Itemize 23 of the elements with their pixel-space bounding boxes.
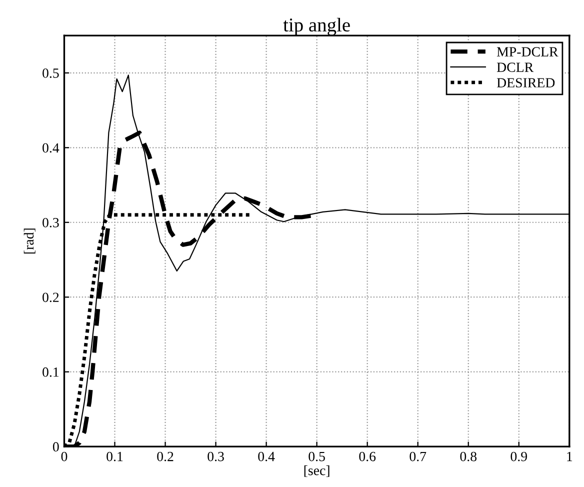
y-tick-label: 0 xyxy=(52,442,59,452)
x-tick-label: 0.9 xyxy=(510,452,527,462)
x-tick-label: 1 xyxy=(567,452,572,462)
x-tick-label: 0.8 xyxy=(460,452,477,462)
x-tick-label: 0.5 xyxy=(308,452,325,462)
x-tick-label: 0.1 xyxy=(106,452,123,462)
x-tick-label: 0.2 xyxy=(157,452,174,462)
x-tick-label: 0.3 xyxy=(208,452,224,462)
x-tick-label: 0 xyxy=(61,452,68,462)
y-tick-label: 0.4 xyxy=(42,143,60,153)
x-tick-label: 0.6 xyxy=(359,452,376,462)
legend-label: MP-DCLR xyxy=(496,47,558,57)
legend-label: DESIRED xyxy=(496,78,555,88)
chart-title: tip angle xyxy=(283,18,350,36)
x-axis-title: [sec] xyxy=(304,465,330,477)
x-tick-label: 0.4 xyxy=(258,452,275,462)
y-tick-label: 0.1 xyxy=(42,367,59,377)
y-tick-label: 0.2 xyxy=(42,292,59,302)
y-axis-title: [rad] xyxy=(24,228,36,254)
x-tick-label: 0.7 xyxy=(410,452,426,462)
y-tick-label: 0.5 xyxy=(42,68,59,78)
legend-label: DCLR xyxy=(496,62,534,72)
y-tick-label: 0.3 xyxy=(42,218,59,228)
